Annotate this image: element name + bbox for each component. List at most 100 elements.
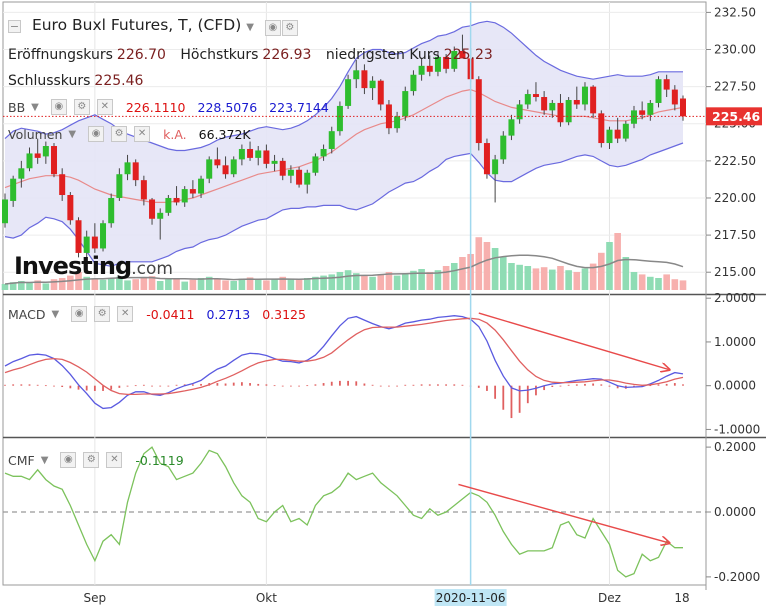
candle-body (328, 131, 335, 149)
macd-dropdown-icon[interactable]: ▼ (51, 308, 60, 320)
macd-histogram-bar (134, 385, 137, 387)
y-tick-label: 230.00 (714, 43, 756, 57)
candle-body (320, 148, 327, 157)
volume-bar (34, 280, 41, 290)
volume-eye-icon[interactable]: ◉ (88, 126, 105, 142)
macd-histogram-bar (85, 385, 88, 391)
eye-icon[interactable]: ◉ (264, 20, 281, 36)
bb-eye-icon[interactable]: ◉ (50, 99, 67, 115)
bb-dropdown-icon[interactable]: ▼ (31, 101, 39, 113)
candle-body (157, 212, 164, 219)
candle-body (91, 236, 98, 249)
volume-bar (369, 276, 376, 290)
volume-bar (336, 272, 344, 290)
candle-body (140, 180, 147, 200)
macd-histogram-bar (77, 385, 80, 390)
macd-histogram-bar (567, 384, 570, 386)
candle-body (230, 159, 237, 175)
macd-histogram-bar (453, 384, 456, 386)
macd-gear-icon[interactable]: ⚙ (94, 306, 111, 322)
volume-bar (99, 279, 107, 290)
y-tick-label: 227.50 (714, 80, 756, 94)
macd-eye-icon[interactable]: ◉ (71, 306, 88, 322)
volume-gear-icon[interactable]: ⚙ (111, 126, 128, 142)
candle-body (361, 70, 368, 89)
volume-bar (565, 270, 572, 290)
macd-histogram-bar (281, 385, 284, 387)
price-marker-box (706, 107, 762, 126)
bb-middle-value: 226.1110 (125, 99, 186, 115)
cmf-eye-icon[interactable]: ◉ (60, 452, 77, 468)
volume-bar (328, 274, 336, 290)
volume-close-icon[interactable]: ✕ (134, 126, 151, 142)
macd-histogram-bar (53, 385, 55, 387)
candle-body (671, 89, 678, 105)
bb-close-icon[interactable]: ✕ (96, 99, 113, 115)
title-dropdown-icon[interactable]: ▼ (246, 22, 254, 33)
logo-main: Investing (14, 252, 132, 280)
macd-histogram-bar (412, 384, 415, 386)
cmf-legend: CMF ▼ ◉ ⚙ ✕ -0.1119 (8, 452, 184, 468)
candle-body (492, 159, 499, 175)
candle-body (541, 97, 548, 111)
macd-histogram-bar (322, 383, 325, 386)
ohlc-row-2: Schlusskurs 225.46 (8, 73, 153, 89)
bb-gear-icon[interactable]: ⚙ (73, 99, 90, 115)
macd-histogram-bar (665, 383, 668, 386)
volume-bar (532, 268, 540, 290)
candle-body (108, 197, 115, 224)
volume-bar (459, 257, 466, 290)
gear-icon[interactable]: ⚙ (281, 20, 298, 36)
volume-bar (499, 257, 507, 290)
volume-bar (83, 276, 90, 290)
volume-bar (671, 279, 679, 290)
volume-bar (230, 281, 238, 290)
candle-body (67, 195, 74, 221)
volume-bar (524, 266, 532, 290)
macd-close-icon[interactable]: ✕ (117, 306, 134, 322)
volume-bar (18, 281, 25, 290)
volume-bar (140, 277, 148, 290)
macd-histogram-bar (151, 385, 153, 387)
macd-histogram-bar (543, 385, 546, 391)
volume-bar (91, 279, 99, 290)
candle-body (10, 178, 17, 201)
macd-histogram-bar (420, 384, 423, 386)
volume-bar (205, 276, 213, 290)
macd-histogram-bar (290, 385, 292, 387)
volume-bar (279, 276, 287, 290)
macd-histogram-bar (437, 384, 439, 386)
bb-legend: BB ▼ ◉ ⚙ ✕ 226.1110 228.5076 223.7144 (8, 99, 329, 115)
ohlc-row-1: Eröffnungskurs 226.70 Höchstkurs 226.93 ni… (8, 47, 503, 63)
macd-histogram-bar (93, 385, 96, 391)
collapse-icon[interactable]: − (8, 20, 21, 33)
volume-bar (393, 275, 401, 290)
cmf-dropdown-icon[interactable]: ▼ (40, 454, 49, 466)
macd-histogram-bar (486, 385, 488, 391)
high-value: 226.93 (262, 47, 312, 63)
candle-body (532, 94, 539, 98)
macd-histogram-bar (388, 385, 390, 387)
volume-bar (238, 278, 246, 290)
volume-bar (42, 283, 50, 290)
cmf-close-icon[interactable]: ✕ (106, 452, 123, 468)
macd-histogram-bar (551, 385, 554, 387)
candle-body (549, 102, 556, 111)
crosshair-date-label: 2020-11-06 (436, 591, 506, 605)
candle-body (304, 172, 311, 185)
volume-bar (581, 268, 589, 290)
candle-body (647, 102, 654, 115)
candle-body (59, 174, 66, 196)
macd-histogram-bar (167, 385, 170, 387)
candle-body (214, 159, 221, 166)
candle-body (614, 129, 621, 139)
volume-bar (442, 266, 450, 290)
candle-body (606, 129, 613, 144)
y-tick-label: 0.0000 (714, 379, 756, 393)
macd-histogram-bar (142, 384, 145, 386)
volume-bar (663, 274, 670, 290)
macd-histogram-bar (510, 385, 513, 419)
cmf-gear-icon[interactable]: ⚙ (83, 452, 100, 468)
volume-dropdown-icon[interactable]: ▼ (68, 128, 77, 140)
